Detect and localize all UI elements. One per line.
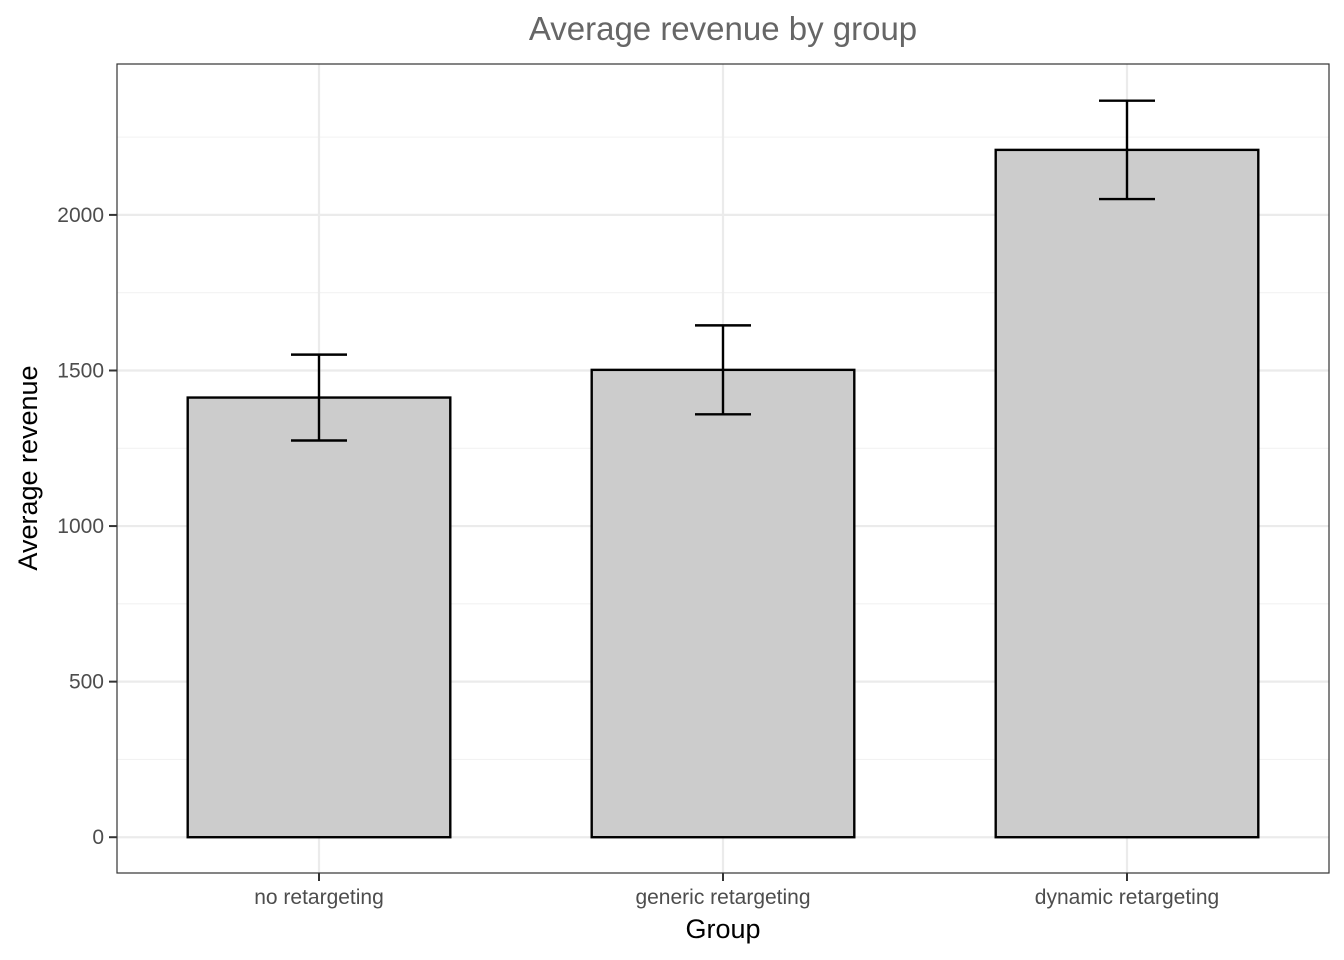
- chart-title: Average revenue by group: [529, 10, 917, 47]
- y-tick-label: 0: [92, 826, 104, 849]
- bar-generic-retargeting: [590, 368, 856, 839]
- x-tick-label: dynamic retargeting: [1035, 886, 1219, 909]
- y-axis: 0 500 1000 1500 2000: [57, 204, 117, 849]
- x-tick-label: no retargeting: [254, 886, 384, 909]
- y-tick-label: 1000: [57, 515, 104, 538]
- y-tick-label: 1500: [57, 359, 104, 382]
- y-tick-label: 500: [69, 671, 104, 694]
- x-axis: no retargeting generic retargeting dynamic…: [254, 873, 1219, 909]
- x-axis-title: Group: [685, 914, 760, 944]
- bar-no-retargeting: [186, 396, 452, 839]
- bar-dynamic-retargeting: [994, 148, 1260, 839]
- y-axis-title: Average revenue: [13, 365, 43, 570]
- x-tick-label: generic retargeting: [635, 886, 810, 909]
- error-bars: [291, 99, 1155, 442]
- bars: [186, 148, 1260, 839]
- y-tick-label: 2000: [57, 204, 104, 227]
